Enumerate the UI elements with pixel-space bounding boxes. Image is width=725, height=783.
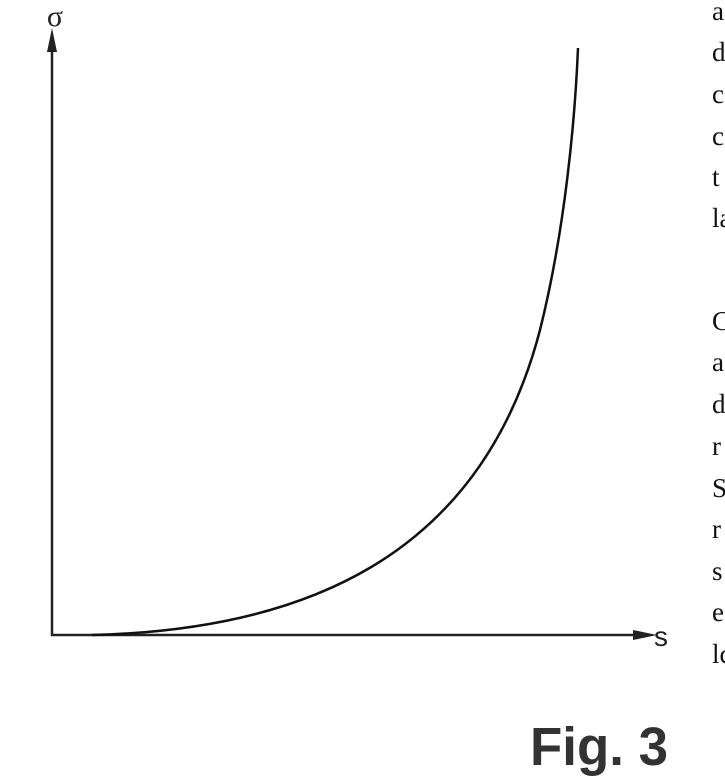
side-text-line: r (712, 514, 721, 544)
side-text-line: C (712, 306, 725, 336)
side-text-line: s (712, 556, 723, 586)
side-text-line: t (712, 162, 720, 192)
side-text-line: r (712, 431, 721, 461)
curve (92, 48, 578, 635)
y-axis-label: σ (47, 0, 63, 33)
side-text-line: d (712, 37, 725, 67)
side-text-line: la (712, 203, 725, 233)
x-axis-label: s (654, 621, 668, 652)
side-text-line: c (712, 79, 724, 109)
side-text-line: e (712, 597, 724, 627)
side-text-line: lc (712, 639, 725, 669)
side-text-line: a (712, 347, 724, 377)
side-text-line: d (712, 389, 725, 419)
caption: Fig. 3 (530, 717, 668, 777)
side-text: adcctlaCadrSrselc (712, 0, 725, 669)
side-text-line: a (712, 0, 724, 26)
side-text-line: S (712, 473, 725, 503)
side-text-line: c (712, 121, 724, 151)
